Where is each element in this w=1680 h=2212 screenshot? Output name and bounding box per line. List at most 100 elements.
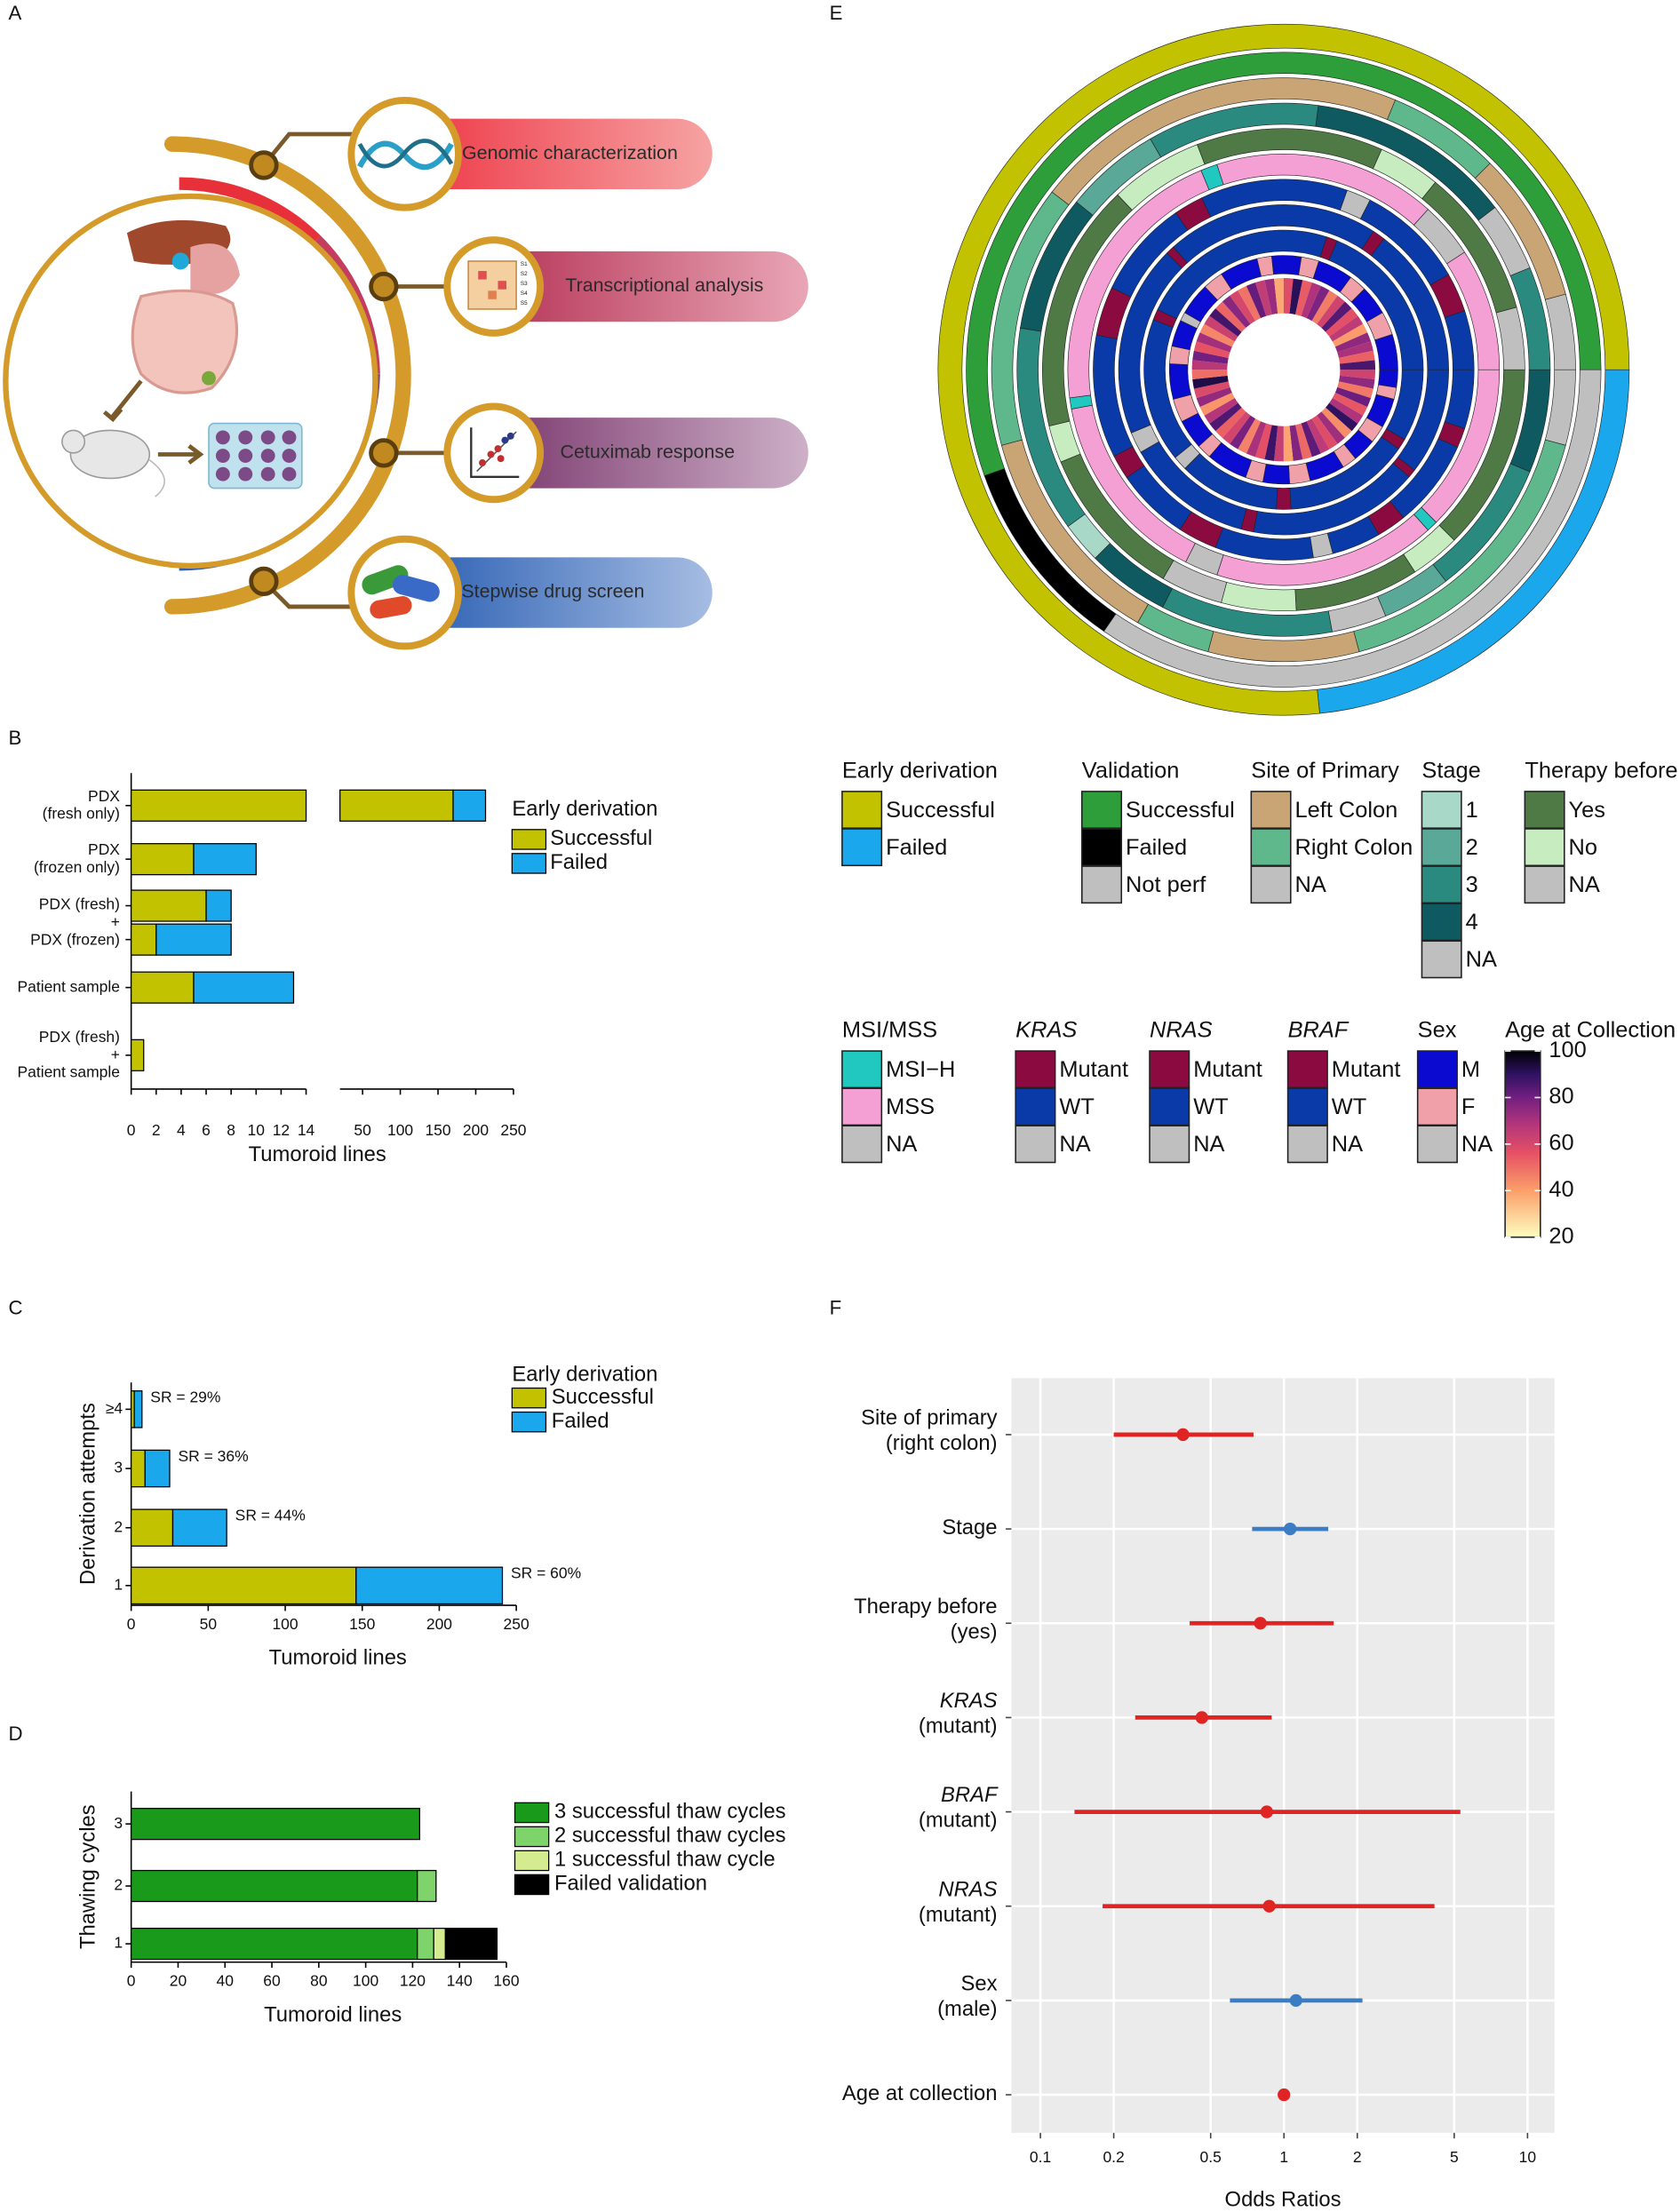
legend-swatch <box>511 829 547 850</box>
bar <box>131 1449 146 1488</box>
bar <box>133 1390 143 1428</box>
age-segment <box>1246 421 1267 458</box>
bar <box>131 1928 418 1961</box>
label-line: + <box>111 912 120 930</box>
ring-segment <box>1444 369 1475 429</box>
intestine <box>131 289 239 394</box>
age-segment <box>1321 407 1352 438</box>
age-segment <box>1289 278 1303 315</box>
legend-label: MSI−H <box>886 1057 955 1082</box>
bar-annotation: SR = 44% <box>235 1507 306 1524</box>
y-tick-label: Sex (male) <box>937 1972 998 2022</box>
legend-label: M <box>1461 1057 1480 1082</box>
label-line: Patient sample <box>18 977 120 995</box>
legend-title: Early derivation <box>842 758 998 783</box>
legend-title: Stage <box>1421 758 1480 783</box>
panel-label: E <box>830 2 843 24</box>
colorbar-label: 40 <box>1549 1177 1573 1202</box>
age-segment <box>1326 308 1358 337</box>
legend-swatch <box>1015 1050 1056 1089</box>
x-tick-label: 20 <box>170 1972 187 1990</box>
x-tick-label: 50 <box>200 1615 218 1633</box>
banner <box>423 118 713 189</box>
legend-swatch <box>514 1874 550 1896</box>
label-line: PDX (frozen) <box>30 930 120 948</box>
colorbar-label: 80 <box>1549 1084 1573 1109</box>
y-tick-label: Site of primary (right colon) <box>861 1406 998 1456</box>
label-line: PDX (fresh) <box>39 1028 120 1046</box>
legend-label: Not perf <box>1126 872 1206 897</box>
x-axis-title: Odds Ratios <box>1225 2187 1342 2211</box>
legend-label: NA <box>1461 1132 1493 1157</box>
ring-segment <box>1544 293 1576 370</box>
x-tick-label: 14 <box>298 1121 315 1139</box>
x-tick-label: 100 <box>353 1972 378 1990</box>
legend-title: Validation <box>1082 758 1180 783</box>
grid-label: S4 <box>521 290 528 297</box>
grid-label: S5 <box>521 300 528 306</box>
age-segment <box>1204 315 1238 342</box>
age-segment <box>1246 282 1267 319</box>
age-segment <box>1230 415 1256 450</box>
age-segment <box>1222 295 1251 328</box>
age-segment <box>1274 426 1284 462</box>
y-tick-label: ≥4 <box>106 1399 123 1417</box>
legend-label: Successful <box>552 1385 654 1409</box>
legend-swatch <box>1421 940 1462 979</box>
x-tick-label: 0.1 <box>1030 2148 1051 2166</box>
legend-title: Early derivation <box>512 1363 657 1387</box>
x-tick-label: 250 <box>500 1121 526 1139</box>
mouse-tail <box>148 459 165 497</box>
banner-text: Stepwise drug screen <box>461 581 644 602</box>
odds-ratio-point <box>1195 1711 1208 1724</box>
label-line: PDX <box>88 840 120 858</box>
tumor <box>202 370 216 386</box>
label-line: + <box>111 1045 120 1062</box>
label-line: (right colon) <box>886 1431 998 1455</box>
legend-label: Successful <box>886 798 995 823</box>
x-tick-label: 100 <box>387 1121 413 1139</box>
x-tick-label: 60 <box>263 1972 281 1990</box>
legend-swatch <box>1286 1125 1328 1164</box>
x-tick-label: 150 <box>349 1615 375 1633</box>
legend-swatch <box>1149 1087 1190 1126</box>
ring-segment <box>1446 251 1501 370</box>
grid-icon <box>467 260 517 310</box>
x-tick-label: 250 <box>504 1615 529 1633</box>
age-segment <box>1317 411 1345 444</box>
age-segment <box>1301 282 1321 319</box>
age-segment <box>1191 370 1228 379</box>
bar <box>144 1449 171 1488</box>
tumor <box>171 252 189 270</box>
legend-title: Age at Collection <box>1505 1018 1676 1043</box>
bar-annotation: SR = 60% <box>511 1564 581 1582</box>
age-segment <box>1329 397 1364 424</box>
y-tick-label: BRAF (mutant) <box>919 1783 999 1833</box>
legend-swatch <box>1421 903 1462 942</box>
legend-swatch <box>1524 791 1565 830</box>
age-segment <box>1340 360 1376 370</box>
x-tick-label: 2 <box>1353 2148 1362 2166</box>
panel-label: C <box>9 1297 23 1319</box>
bar <box>131 1508 174 1548</box>
panel-label: B <box>9 727 22 749</box>
x-tick-label: 8 <box>227 1121 235 1139</box>
legend-swatch <box>1421 865 1462 904</box>
odds-ratio-point <box>1176 1428 1190 1442</box>
legend-swatch <box>1286 1050 1328 1089</box>
age-segment <box>1338 375 1375 389</box>
colorbar-label: 100 <box>1549 1038 1586 1062</box>
age-segment <box>1338 350 1375 364</box>
bar <box>131 889 207 922</box>
x-tick-label: 10 <box>248 1121 266 1139</box>
ring-segment <box>1374 334 1398 370</box>
legend-swatch <box>1421 791 1462 830</box>
y-axis-title: Thawing cycles <box>76 1804 100 1949</box>
age-segment <box>1209 308 1242 337</box>
legend-swatch <box>1524 828 1565 867</box>
legend-label: Yes <box>1569 798 1605 823</box>
age-segment <box>1215 301 1246 332</box>
age-segment <box>1191 360 1228 370</box>
x-tick-label: 0 <box>127 1615 136 1633</box>
